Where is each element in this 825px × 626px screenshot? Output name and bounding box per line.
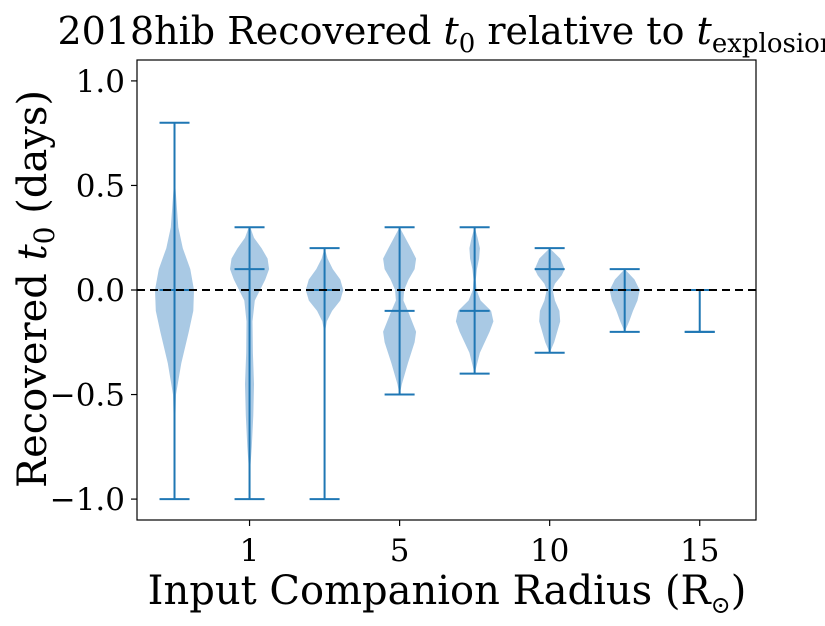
- plot-area: [137, 121, 756, 501]
- x-axis-label: Input Companion Radius (R⊙): [148, 568, 747, 619]
- y-tick-label: 0.5: [76, 168, 125, 204]
- chart-title: 2018hib Recovered t0 relative to texplos…: [57, 9, 825, 59]
- x-tick-label: 1: [240, 533, 260, 569]
- y-axis-label: Recovered t0 (days): [10, 90, 61, 488]
- y-tick-label: 1.0: [76, 64, 125, 100]
- y-tick-label: −1.0: [50, 482, 125, 518]
- x-tick-label: 10: [530, 533, 569, 569]
- y-tick-label: 0.0: [76, 273, 125, 309]
- y-tick-label: −0.5: [50, 378, 125, 414]
- axes: −1.0−0.50.00.51.01 5 10 15: [50, 59, 757, 569]
- x-tick-label: 5: [390, 533, 410, 569]
- x-tick-label: 15: [680, 533, 719, 569]
